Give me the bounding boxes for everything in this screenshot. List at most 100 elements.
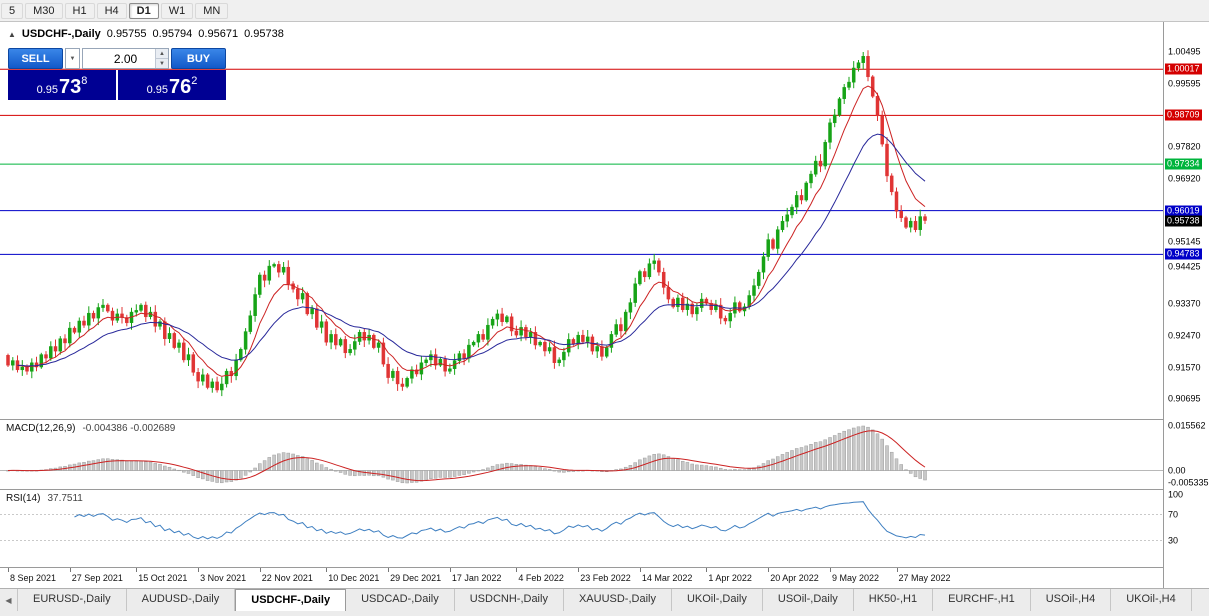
buy-price-display[interactable]: 0.95 76 2 [118,70,226,100]
sell-price-big-digits: 73 [59,76,82,98]
chart-tab-ukoil-h4[interactable]: UKOil-,H4 [1111,589,1192,611]
volume-decrease-button[interactable]: ▼ [156,59,168,68]
price-level-label: 0.98709 [1165,109,1202,121]
chart-tab-xauusd-daily[interactable]: XAUUSD-,Daily [564,589,672,611]
date-tick [136,568,138,572]
date-tick [198,568,200,572]
rsi-axis-label: 30 [1168,535,1179,545]
chart-tab-eurusd-daily[interactable]: EURUSD-,Daily [18,589,127,611]
timeframe-button-h4[interactable]: H4 [96,2,127,19]
timeframe-button-m30[interactable]: M30 [25,2,63,19]
chart-tab-eurchf-h1[interactable]: EURCHF-,H1 [933,589,1031,611]
rsi-indicator-pane[interactable]: RSI(14) 37.7511 [0,490,1163,568]
date-tick [516,568,518,572]
date-axis-label: 14 Mar 2022 [641,573,693,583]
timeframe-button-w1[interactable]: W1 [160,2,194,19]
volume-spinner: ▲ ▼ [155,49,168,68]
date-axis-label: 3 Nov 2021 [200,573,247,583]
date-axis-label: 27 Sep 2021 [71,573,123,583]
date-tick [388,568,390,572]
macd-axis-label: 0.015562 [1168,420,1206,431]
buy-price-big-digits: 76 [169,76,192,98]
timeframe-button-h1[interactable]: H1 [64,2,95,19]
chart-tab-usdcnh-daily[interactable]: USDCNH-,Daily [455,589,564,611]
price-axis-label: 1.00495 [1168,46,1201,57]
date-tick [326,568,328,572]
sell-button[interactable]: SELL [8,48,63,69]
date-axis-label: 20 Apr 2022 [770,573,819,583]
rsi-value: 37.7511 [47,493,83,504]
timeframe-toolbar: 5 M30 H1 H4 D1 W1 MN [0,0,1209,22]
chart-workspace: ▲ USDCHF-,Daily 0.95755 0.95794 0.95671 … [0,22,1209,588]
macd-indicator-pane[interactable]: MACD(12,26,9) -0.004386 -0.002689 [0,420,1163,490]
rsi-axis-label: 100 [1168,489,1184,500]
price-axis-label: 0.96920 [1168,173,1201,184]
chart-tab-audusd-daily[interactable]: AUDUSD-,Daily [127,589,236,611]
chart-tab-usoil-daily[interactable]: USOil-,Daily [763,589,854,611]
buy-price-prefix: 0.95 [146,84,169,96]
date-axis-label: 15 Oct 2021 [138,573,188,583]
candlestick-chart[interactable] [0,22,1163,419]
price-level-label: 0.97334 [1165,158,1202,170]
date-axis-label: 1 Apr 2022 [708,573,752,583]
macd-chart[interactable] [0,420,1163,489]
ohlc-open: 0.95755 [106,28,147,40]
tab-list: EURUSD-,Daily AUDUSD-,Daily USDCHF-,Daily U… [18,589,1209,611]
date-axis-label: 29 Dec 2021 [390,573,442,583]
macd-label: MACD(12,26,9) -0.004386 -0.002689 [6,423,175,434]
sell-price-display[interactable]: 0.95 73 8 [8,70,116,100]
macd-axis-label: -0.005335 [1168,477,1209,488]
price-axis-label: 0.90695 [1168,393,1201,404]
date-tick [768,568,770,572]
macd-axis-label: 0.00 [1168,465,1186,475]
sell-price-pip-digit: 8 [81,75,88,87]
rsi-title: RSI(14) [6,493,41,504]
price-level-label: 1.00017 [1165,63,1202,75]
price-chart-pane[interactable]: ▲ USDCHF-,Daily 0.95755 0.95794 0.95671 … [0,22,1163,420]
date-axis-label: 17 Jan 2022 [451,573,502,583]
price-axis-label: 0.97820 [1168,141,1201,152]
rsi-chart[interactable] [0,490,1163,567]
macd-title: MACD(12,26,9) [6,423,76,434]
buy-button[interactable]: BUY [171,48,226,69]
date-tick [830,568,831,572]
date-tick [69,568,71,572]
volume-increase-button[interactable]: ▲ [156,49,168,59]
price-axis-label: 0.91570 [1168,362,1201,373]
timeframe-button-d1[interactable]: D1 [128,2,159,19]
chart-tab-usoil-h4[interactable]: USOil-,H4 [1031,589,1112,611]
date-tick [449,568,451,572]
date-tick [706,568,708,572]
date-tick [639,568,641,572]
buy-price-pip-digit: 2 [191,75,198,87]
symbol-name: USDCHF-,Daily [21,28,101,40]
sell-price-prefix: 0.95 [36,84,59,96]
date-axis[interactable]: 8 Sep 2021 27 Sep 2021 15 Oct 2021 3 Nov 20… [0,568,1163,588]
date-tick [896,568,898,572]
date-axis-label: 9 May 2022 [832,573,880,583]
date-axis-label: 27 May 2022 [898,573,951,583]
volume-input[interactable]: 2.00 ▲ ▼ [82,48,169,69]
chart-tab-usdchf-daily[interactable]: USDCHF-,Daily [235,589,347,611]
one-click-trade-panel: SELL ▼ 2.00 ▲ ▼ BUY [8,48,226,100]
bid-price-label: 0.95738 [1165,215,1202,227]
chart-tab-hk50-h1[interactable]: HK50-,H1 [854,589,934,611]
chart-tabbar: ◀ EURUSD-,Daily AUDUSD-,Daily USDCHF-,Dail… [0,588,1209,616]
macd-values: -0.004386 -0.002689 [82,423,176,434]
rsi-label: RSI(14) 37.7511 [6,493,83,504]
timeframe-button-mn[interactable]: MN [195,2,229,19]
chart-column: ▲ USDCHF-,Daily 0.95755 0.95794 0.95671 … [0,22,1163,588]
tab-scroll-left-button[interactable]: ◀ [0,589,18,611]
price-axis-label: 0.94425 [1168,261,1201,272]
price-axis-label: 0.93370 [1168,298,1201,309]
price-level-label: 0.96019 [1165,205,1202,217]
price-level-label: 0.94783 [1165,248,1202,260]
price-axis[interactable]: 1.00495 0.99595 0.97820 0.96920 0.95145 0.944… [1163,22,1209,588]
chart-tab-usdcad-daily[interactable]: USDCAD-,Daily [346,589,455,611]
volume-dropdown-button[interactable]: ▼ [65,48,80,69]
price-axis-label: 0.99595 [1168,78,1201,89]
collapse-chart-icon[interactable]: ▲ [8,29,16,39]
chart-tab-ukoil-daily[interactable]: UKOil-,Daily [672,589,763,611]
timeframe-button-5[interactable]: 5 [1,2,24,19]
